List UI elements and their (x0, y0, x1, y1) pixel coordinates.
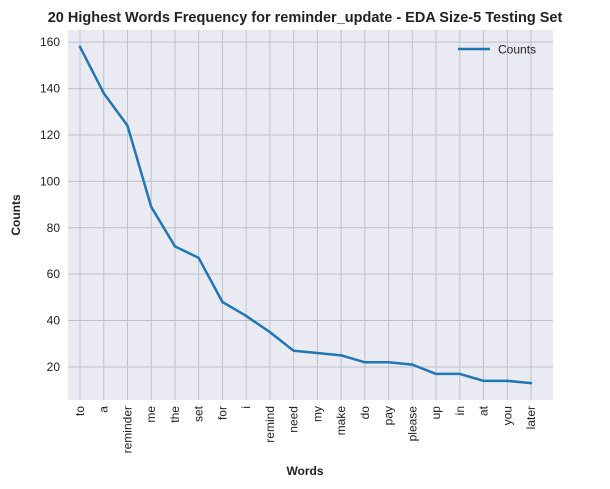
x-tick-label: my (310, 406, 324, 422)
data-point (364, 361, 366, 363)
y-tick-label: 40 (47, 314, 61, 328)
data-point (482, 380, 484, 382)
data-point (530, 382, 532, 384)
data-point (435, 373, 437, 375)
x-tick-label: me (144, 406, 158, 423)
chart-title: 20 Highest Words Frequency for reminder_… (48, 10, 563, 26)
data-point (316, 352, 318, 354)
y-tick-label: 160 (40, 35, 60, 49)
data-point (387, 361, 389, 363)
data-point (269, 331, 271, 333)
y-tick-label: 120 (40, 128, 60, 142)
y-tick-label: 140 (40, 82, 60, 96)
x-tick-label: in (453, 406, 467, 415)
x-tick-label: do (358, 406, 372, 420)
x-tick-label: the (168, 406, 182, 423)
x-tick-label: need (287, 406, 301, 433)
y-tick-label: 20 (47, 360, 61, 374)
legend-label-counts: Counts (498, 43, 536, 57)
y-axis-ticks: 20 40 60 80 100 120 140 160 (40, 35, 60, 374)
x-tick-label: at (477, 405, 491, 416)
data-point (150, 206, 152, 208)
x-tick-label: for (215, 406, 229, 420)
data-point (459, 373, 461, 375)
x-tick-label: you (500, 406, 514, 425)
data-point (245, 315, 247, 317)
y-tick-label: 80 (47, 221, 61, 235)
x-axis-label: Words (286, 464, 323, 478)
plot-area (68, 30, 553, 400)
x-tick-label: pay (382, 406, 396, 425)
y-axis-label: Counts (9, 194, 23, 236)
y-tick-label: 60 (47, 267, 61, 281)
x-tick-label: up (429, 406, 443, 420)
x-tick-label: remind (263, 406, 277, 443)
x-tick-label: a (97, 406, 111, 413)
x-tick-label: later (524, 406, 538, 429)
data-point (79, 46, 81, 48)
data-point (126, 124, 128, 126)
data-point (340, 354, 342, 356)
x-tick-label: reminder (120, 406, 134, 453)
x-tick-label: to (73, 406, 87, 416)
x-tick-label: make (334, 406, 348, 436)
data-point (174, 245, 176, 247)
x-tick-label: i (239, 406, 253, 409)
data-point (411, 363, 413, 365)
data-point (506, 380, 508, 382)
y-tick-label: 100 (40, 174, 60, 188)
data-point (221, 301, 223, 303)
data-point (292, 350, 294, 352)
data-point (197, 257, 199, 259)
x-tick-label: set (192, 405, 206, 422)
x-axis-ticks: to a reminder me the set for i remind need my make d… (73, 405, 538, 453)
data-point (103, 92, 105, 94)
x-tick-label: please (405, 406, 419, 442)
